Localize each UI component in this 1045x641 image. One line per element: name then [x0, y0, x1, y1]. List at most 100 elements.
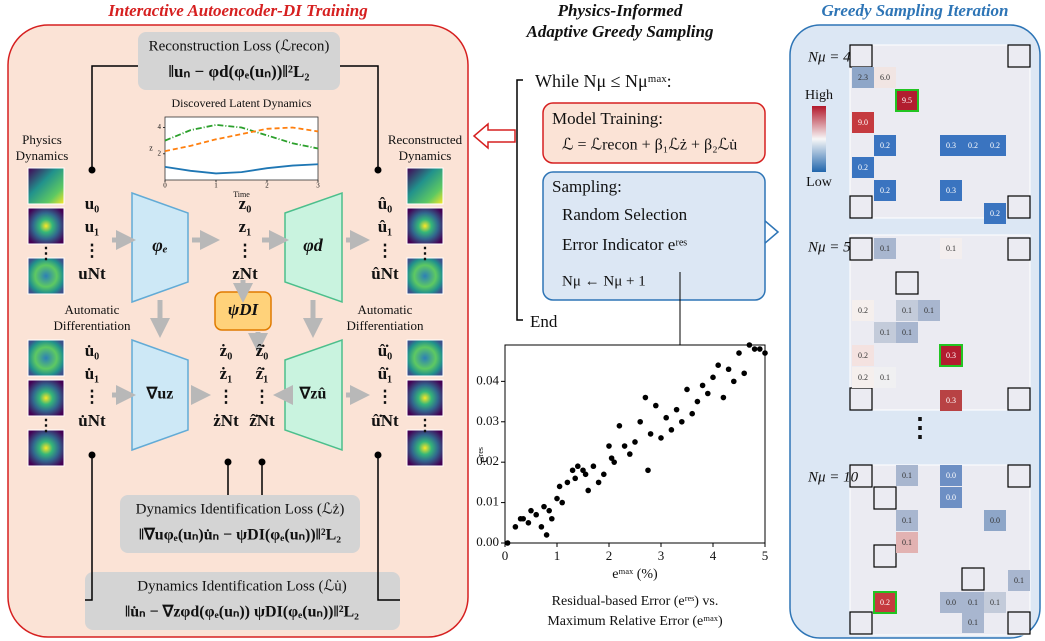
- cell-value: 0.0: [990, 516, 1000, 525]
- heatmap-cell: [874, 67, 896, 88]
- cell-value: 0.2: [880, 141, 890, 150]
- heatmap-cell: [873, 591, 897, 614]
- heatmap-cell: [940, 238, 962, 259]
- point: [741, 370, 747, 377]
- series-line: [164, 123, 319, 150]
- connector-dots: [88, 166, 382, 466]
- snapshot: [406, 429, 444, 467]
- point: [673, 406, 680, 413]
- cell-value: 0.2: [968, 141, 978, 150]
- point: [590, 463, 597, 470]
- heatmap-cell: [896, 510, 918, 531]
- decoder: [284, 191, 343, 304]
- point: [538, 524, 545, 530]
- point: [595, 479, 602, 486]
- point: [694, 398, 701, 405]
- side-label: Physics: [22, 132, 62, 147]
- heatmap-cell: [896, 465, 918, 486]
- cell-value: 0.1: [990, 598, 1000, 607]
- cell-value: 2.3: [858, 73, 868, 82]
- symbol: ẑ̇Nt: [249, 411, 275, 430]
- box-title: Sampling:: [552, 177, 622, 196]
- heatmap-cell: [1008, 570, 1030, 591]
- caption: Maximum Relative Error (eᵐᵃˣ): [547, 614, 723, 629]
- heatmap-cell: [896, 532, 918, 553]
- flow-lines: [157, 280, 316, 312]
- heatmap-cell: [962, 592, 984, 613]
- reserved-cell: [849, 611, 873, 635]
- point: [647, 431, 654, 437]
- autodiff-label: Automatic: [65, 302, 120, 317]
- reserved-cell: [849, 464, 873, 488]
- point: [710, 374, 716, 381]
- point: [621, 443, 628, 449]
- heatmap-cell: [874, 135, 896, 156]
- cell-value: 0.1: [902, 516, 912, 525]
- symbol: û₀: [378, 194, 393, 213]
- symbol: żNt: [213, 411, 239, 430]
- heatmap-cell: [874, 322, 896, 343]
- caption: Residual-based Error (eʳᵉˢ) vs.: [552, 594, 719, 609]
- loss-box: [120, 495, 360, 553]
- heatmap-cell: [895, 89, 919, 112]
- autodiff-label: Differentiation: [53, 318, 131, 333]
- grad-u-net: [131, 338, 189, 452]
- point: [580, 467, 586, 474]
- point: [533, 511, 539, 518]
- cell-value: 0.2: [990, 141, 1000, 150]
- cell-value: 9.0: [858, 118, 868, 127]
- cell-value: 0.2: [858, 306, 868, 315]
- loss-title: Reconstruction Loss (ℒrecon): [149, 38, 330, 54]
- point: [554, 495, 560, 502]
- symbol: zNt: [232, 264, 258, 283]
- cell-value: 0.1: [880, 328, 890, 337]
- cell-value: 0.1: [968, 618, 978, 627]
- symbol: û₁: [378, 217, 393, 236]
- reserved-cell: [873, 544, 897, 568]
- heatmap-cell: [984, 135, 1006, 156]
- symbol: ⋮: [377, 387, 394, 406]
- cell-value: 9.5: [902, 96, 912, 105]
- cell-value: 0.3: [946, 351, 956, 360]
- point: [546, 507, 552, 514]
- ellipsis: ⋮: [907, 413, 933, 442]
- point: [653, 402, 659, 409]
- snapshot: [406, 379, 444, 417]
- point: [715, 362, 721, 369]
- heatmap-cell: [852, 345, 874, 366]
- x-axis-label: Time: [233, 190, 250, 199]
- snapshot: [406, 339, 444, 377]
- encoder: [131, 191, 189, 304]
- y-tick-label: 0.03: [476, 413, 499, 428]
- y-axis-label: z: [149, 143, 153, 152]
- side-label: Dynamics: [399, 148, 452, 163]
- heatmap-cell: [852, 367, 874, 388]
- point: [645, 467, 651, 474]
- heatmap-cell: [940, 592, 962, 613]
- snapshot: [27, 429, 65, 467]
- snapshot-dots: ⋮: [417, 246, 433, 263]
- series-line: [164, 163, 319, 175]
- middle-title: Physics-Informed: [557, 1, 683, 20]
- y-tick-label: 2: [158, 149, 162, 157]
- snapshot: [27, 167, 65, 205]
- heatmap-cell: [940, 180, 962, 201]
- cell-value: 0.1: [1014, 576, 1024, 585]
- box-formula: ℒ = ℒrecon + β₁ℒż + β₂ℒu̇: [562, 137, 737, 154]
- point: [746, 342, 753, 348]
- reserved-cell: [1007, 611, 1031, 635]
- flow-arrows: [112, 230, 370, 405]
- x-tick-label: 3: [316, 182, 320, 190]
- symbol: ⋮: [254, 387, 271, 406]
- reserved-cell: [1007, 387, 1031, 411]
- symbol: u̇₀: [85, 341, 100, 360]
- heatmap-cell: [940, 135, 962, 156]
- connectors: [85, 65, 400, 601]
- loss-box: [138, 32, 340, 90]
- colorbar-label: High: [805, 88, 833, 103]
- x-tick-label: 1: [554, 548, 561, 563]
- point: [658, 435, 664, 441]
- y-tick-label: 0.04: [476, 372, 499, 387]
- heatmap-cell: [874, 367, 896, 388]
- symbol: ⋮: [218, 387, 235, 406]
